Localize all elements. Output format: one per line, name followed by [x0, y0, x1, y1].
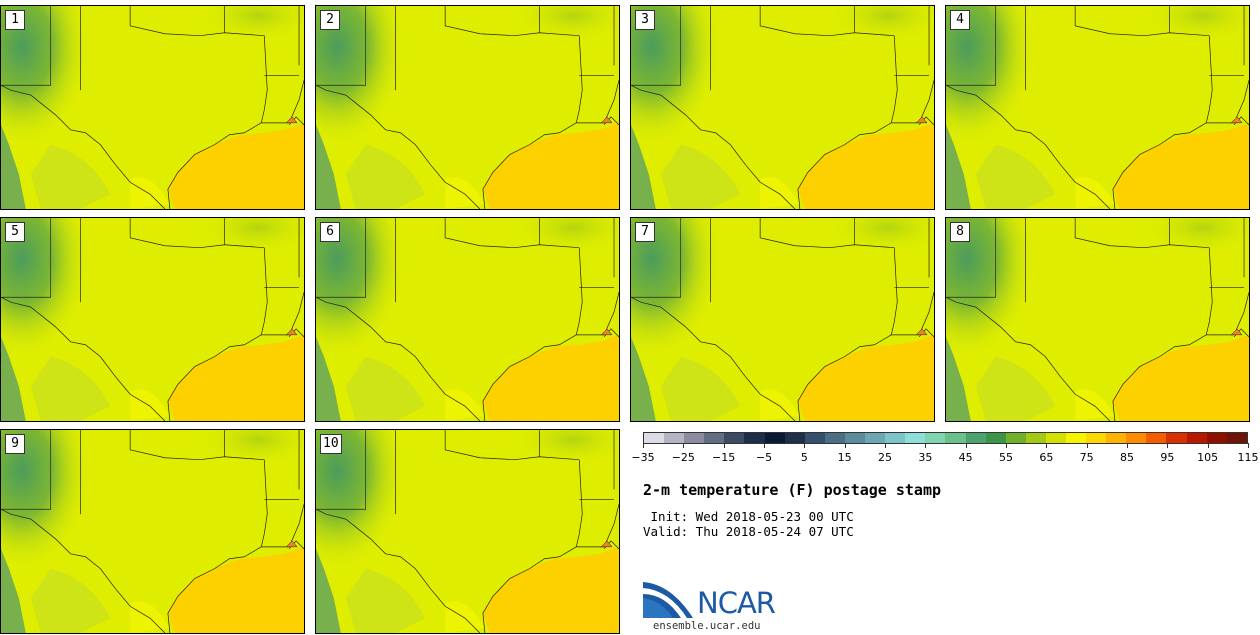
colorbar-label: 115	[1237, 451, 1259, 464]
colorbar-label: 25	[878, 451, 892, 464]
panel-number: 10	[320, 434, 342, 454]
colorbar-cell	[1226, 433, 1247, 443]
colorbar-tick	[1248, 443, 1249, 448]
colorbar-cell	[844, 433, 866, 443]
temperature-colorbar	[643, 432, 1248, 444]
colorbar-label: 65	[1039, 451, 1054, 464]
colorbar-tick	[1086, 443, 1088, 448]
colorbar-cell	[1065, 433, 1087, 443]
colorbar-cell	[1186, 433, 1207, 443]
map-panel: 5	[0, 217, 305, 422]
colorbar-cell	[1206, 433, 1227, 443]
colorbar-tick	[643, 443, 644, 448]
panel-number: 4	[950, 10, 970, 30]
colorbar-cell	[945, 433, 966, 443]
colorbar-tick	[723, 443, 725, 448]
colorbar-cell	[1045, 433, 1066, 443]
colorbar-tick	[925, 443, 927, 448]
colorbar-cell	[764, 433, 785, 443]
map-panel: 9	[0, 429, 305, 634]
colorbar-cell	[784, 433, 805, 443]
colorbar-cell	[704, 433, 725, 443]
colorbar-cell	[1025, 433, 1046, 443]
colorbar-cell	[644, 433, 665, 443]
colorbar-tick	[1046, 443, 1048, 448]
panel-number: 2	[320, 10, 340, 30]
colorbar-tick	[1006, 443, 1007, 448]
map-panel: 4	[945, 5, 1250, 210]
valid-time: Valid: Thu 2018-05-24 07 UTC	[643, 524, 854, 539]
colorbar-cell	[1005, 433, 1026, 443]
ncar-logo-icon	[643, 582, 693, 618]
colorbar-label: 105	[1197, 451, 1219, 464]
map-panel: 1	[0, 5, 305, 210]
map-panel: 3	[630, 5, 935, 210]
colorbar-label: 75	[1079, 451, 1094, 464]
colorbar-tick	[1207, 443, 1209, 448]
panel-number: 1	[5, 10, 25, 30]
chart-title: 2-m temperature (F) postage stamp	[643, 481, 942, 499]
map-panel: 10	[315, 429, 620, 634]
colorbar-tick	[804, 443, 806, 448]
init-time: Init: Wed 2018-05-23 00 UTC	[643, 509, 854, 524]
colorbar-label: 85	[1120, 451, 1134, 464]
colorbar-cell	[804, 433, 825, 443]
colorbar-cell	[965, 433, 986, 443]
colorbar-label: 95	[1160, 451, 1175, 464]
colorbar-tick	[1167, 443, 1169, 448]
logo-url: ensemble.ucar.edu	[653, 620, 761, 632]
colorbar-tick	[683, 443, 685, 448]
colorbar-labels: −35 −25 −15 −5 5 15 25 35 45 55 65 75 85 95 105 115	[631, 451, 1258, 467]
colorbar-cell	[865, 433, 886, 443]
colorbar-cell	[885, 433, 906, 443]
panel-number: 9	[5, 434, 25, 454]
colorbar-cell	[1086, 433, 1107, 443]
panel-number: 8	[950, 222, 970, 242]
colorbar-label: −35	[631, 451, 655, 464]
map-panel: 7	[630, 217, 935, 422]
colorbar-tick	[844, 443, 846, 448]
colorbar-label: 55	[999, 451, 1013, 464]
logo-text: NCAR	[697, 586, 776, 620]
colorbar-label: 15	[837, 451, 852, 464]
colorbar-tick	[885, 443, 886, 448]
colorbar-label: 5	[800, 451, 808, 464]
colorbar-cell	[684, 433, 705, 443]
colorbar-label: −15	[712, 451, 736, 464]
colorbar-cell	[1146, 433, 1167, 443]
map-panel: 2	[315, 5, 620, 210]
colorbar-cell	[744, 433, 765, 443]
colorbar-cell	[985, 433, 1006, 443]
colorbar-cell	[1166, 433, 1187, 443]
panel-number: 7	[635, 222, 655, 242]
colorbar-cell	[824, 433, 845, 443]
map-panel: 6	[315, 217, 620, 422]
map-panel: 8	[945, 217, 1250, 422]
colorbar-cell	[1106, 433, 1127, 443]
colorbar-tick	[1127, 443, 1128, 448]
panel-number: 3	[635, 10, 655, 30]
colorbar-label: 45	[958, 451, 973, 464]
colorbar-tick	[764, 443, 765, 448]
colorbar-ticks	[643, 443, 1249, 449]
colorbar-cell	[664, 433, 685, 443]
colorbar-tick	[965, 443, 967, 448]
colorbar-cell	[724, 433, 745, 443]
panel-number: 6	[320, 222, 340, 242]
colorbar-label: −5	[755, 451, 773, 464]
colorbar-cell	[905, 433, 926, 443]
colorbar-cell	[1126, 433, 1147, 443]
panel-number: 5	[5, 222, 25, 242]
colorbar-cell	[925, 433, 946, 443]
colorbar-label: 35	[918, 451, 933, 464]
colorbar-label: −25	[671, 451, 695, 464]
